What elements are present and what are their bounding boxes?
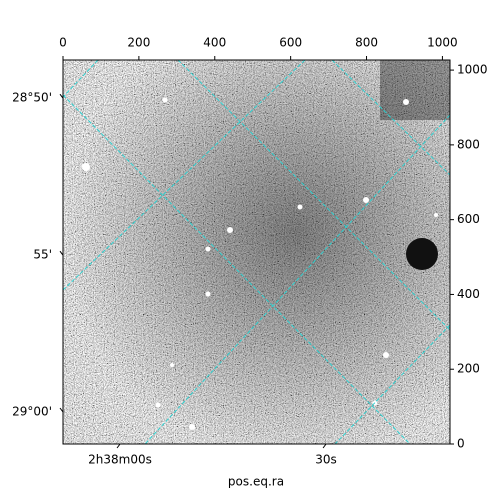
- right-tick-label: 600: [457, 212, 480, 226]
- left-tick: [59, 93, 64, 99]
- bottom-tick: [116, 443, 121, 449]
- right-tick-label: 1000: [457, 63, 488, 77]
- left-tick: [59, 250, 64, 256]
- top-tick-label: 400: [203, 36, 226, 50]
- coordinate-grid: [63, 60, 450, 444]
- top-tick-label: 800: [355, 36, 378, 50]
- bottom-tick-label: 30s: [315, 453, 337, 467]
- bottom-tick-label: 2h38m00s: [88, 453, 152, 467]
- right-tick-label: 400: [457, 287, 480, 301]
- right-tick-label: 200: [457, 362, 480, 376]
- top-tick-label: 0: [59, 36, 67, 50]
- top-tick-label: 200: [127, 36, 150, 50]
- right-tick-label: 800: [457, 137, 480, 151]
- sky-image: [63, 60, 450, 444]
- right-tick-label: 0: [457, 437, 465, 451]
- x-axis-label: pos.eq.ra: [228, 475, 284, 489]
- top-tick-label: 1000: [427, 36, 458, 50]
- bottom-tick: [322, 443, 327, 449]
- left-tick-label: 29°00': [12, 405, 52, 419]
- left-tick-label: 28°50': [12, 91, 52, 105]
- left-tick: [59, 407, 64, 413]
- left-tick-label: 55': [33, 248, 52, 262]
- plot-frame: [62, 59, 451, 445]
- top-tick-label: 600: [279, 36, 302, 50]
